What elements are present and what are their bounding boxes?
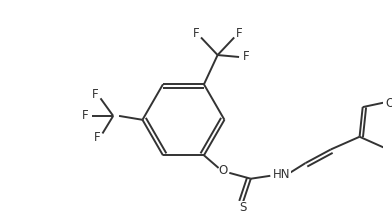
Text: F: F	[82, 109, 88, 122]
Text: HN: HN	[273, 168, 291, 181]
Text: F: F	[193, 27, 200, 40]
Text: F: F	[243, 50, 249, 63]
Text: F: F	[93, 88, 99, 101]
Text: O: O	[219, 164, 228, 177]
Text: F: F	[94, 131, 101, 144]
Text: S: S	[239, 202, 247, 215]
Text: F: F	[236, 27, 242, 40]
Text: O: O	[385, 97, 392, 110]
